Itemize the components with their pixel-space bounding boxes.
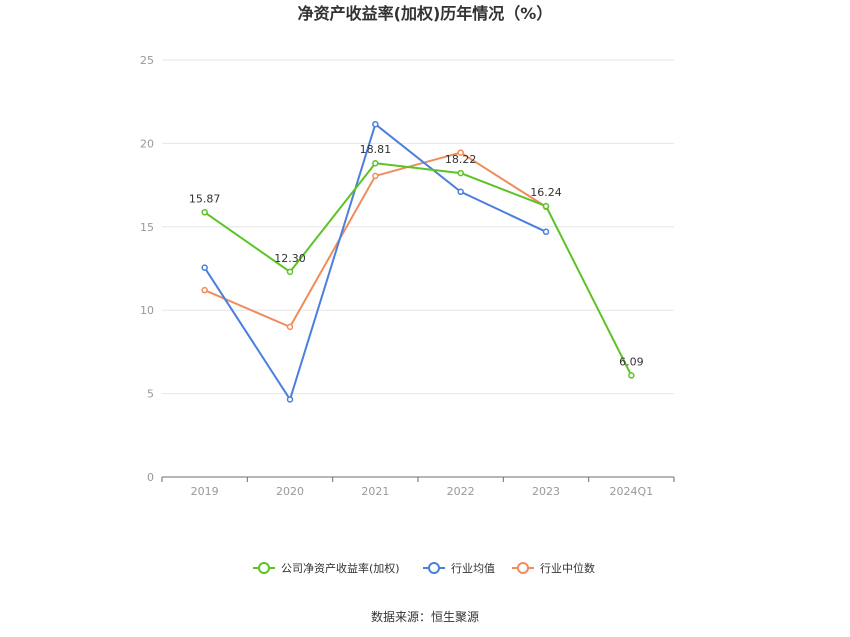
data-label: 16.24 (530, 186, 562, 199)
legend-marker (428, 562, 440, 574)
data-point (201, 209, 208, 216)
legend-marker (258, 562, 270, 574)
data-label: 18.22 (445, 153, 477, 166)
grid-lines (162, 59, 674, 395)
x-tick-label: 2024Q1 (610, 485, 654, 498)
data-point (372, 120, 379, 128)
data-point (628, 372, 635, 379)
series-layer (201, 120, 635, 403)
y-tick-label: 10 (140, 304, 154, 317)
data-label: 6.09 (619, 355, 644, 368)
data-point (542, 228, 550, 236)
x-tick-label: 2022 (447, 485, 475, 498)
y-tick-label: 0 (147, 471, 154, 484)
data-point (201, 264, 208, 271)
y-tick-label: 25 (140, 54, 154, 67)
data-labels: 15.87 12.30 18.81 18.22 16.24 6.09 (189, 143, 644, 368)
y-tick-label: 20 (140, 137, 154, 150)
source-note: 数据来源：恒生聚源 (371, 609, 479, 624)
legend-label: 公司净资产收益率(加权) (281, 561, 400, 575)
data-point (372, 172, 379, 180)
data-point (201, 286, 208, 294)
data-label: 12.30 (274, 252, 306, 265)
axes: 0 5 10 15 20 25 2019 2020 2021 2022 2023 2024Q1 (140, 54, 675, 498)
data-point (542, 202, 550, 210)
legend-marker (517, 562, 529, 574)
data-point (457, 188, 464, 196)
data-point (286, 268, 294, 276)
y-tick-label: 15 (140, 221, 154, 234)
legend: 公司净资产收益率(加权) 行业均值 行业中位数 (253, 561, 595, 575)
data-label: 18.81 (360, 143, 392, 156)
data-point (372, 159, 379, 167)
x-tick-label: 2019 (191, 485, 219, 498)
data-point (457, 149, 464, 156)
x-tick-label: 2021 (361, 485, 389, 498)
data-point (286, 396, 294, 403)
data-label: 15.87 (189, 192, 221, 205)
x-tick-label: 2023 (532, 485, 560, 498)
y-tick-label: 5 (147, 388, 154, 401)
legend-label: 行业均值 (451, 562, 495, 575)
data-point (286, 323, 294, 331)
x-tick-label: 2020 (276, 485, 304, 498)
series-line (204, 162, 633, 376)
data-point (457, 169, 464, 177)
chart-title: 净资产收益率(加权)历年情况（%） (298, 4, 553, 23)
legend-label: 行业中位数 (540, 561, 595, 575)
